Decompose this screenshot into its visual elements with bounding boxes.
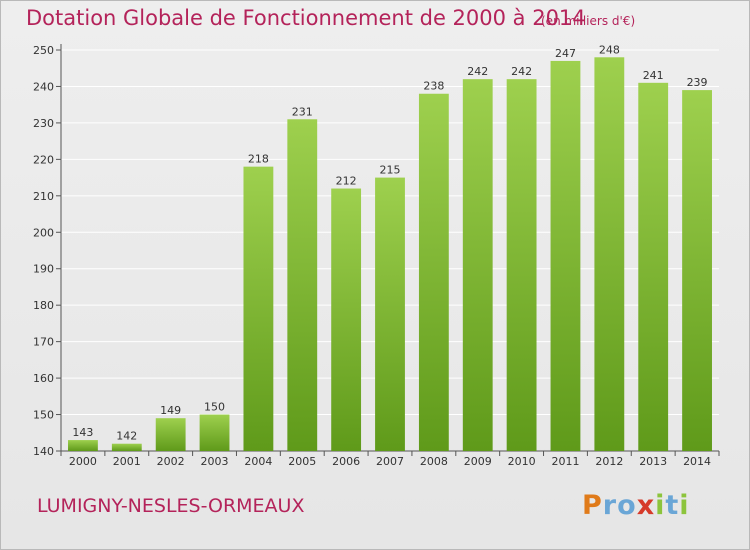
bar: [331, 188, 362, 451]
bar: [638, 82, 669, 452]
x-tick-label: 2005: [288, 455, 316, 468]
data-label: 239: [687, 76, 708, 89]
data-label: 212: [336, 175, 357, 188]
x-tick-label: 2000: [69, 455, 97, 468]
x-tick-label: 2009: [464, 455, 492, 468]
bar: [550, 60, 581, 451]
logo-letter: r: [602, 490, 618, 521]
data-label: 242: [467, 65, 488, 78]
chart-title: Dotation Globale de Fonctionnement de 20…: [26, 6, 586, 30]
x-tick-label: 2002: [157, 455, 185, 468]
y-tick-label: 200: [33, 226, 54, 239]
bars: [68, 57, 712, 452]
y-tick-label: 160: [33, 372, 54, 385]
logo-letter: o: [617, 490, 637, 521]
bar: [682, 90, 712, 451]
bar: [155, 418, 186, 451]
logo-letter: i: [655, 490, 666, 521]
bar: [199, 414, 230, 451]
x-tick-label: 2001: [113, 455, 141, 468]
data-label: 150: [204, 401, 225, 414]
data-label: 149: [160, 404, 181, 417]
data-label: 241: [643, 69, 664, 82]
y-tick-label: 220: [33, 153, 54, 166]
x-tick-label: 2010: [508, 455, 536, 468]
bar: [418, 93, 449, 451]
x-tick-label: 2003: [201, 455, 229, 468]
x-tick-label: 2007: [376, 455, 404, 468]
y-tick-label: 140: [33, 445, 54, 458]
bar: [462, 79, 493, 451]
y-tick-label: 180: [33, 299, 54, 312]
y-tick-label: 250: [33, 44, 54, 57]
x-tick-label: 2014: [683, 455, 711, 468]
bar: [287, 119, 318, 451]
data-label: 142: [116, 430, 137, 443]
logo-letter: P: [582, 490, 603, 521]
logo-letter: i: [679, 490, 690, 521]
labels: 140 150 160 170 180 190 200 210 220 230 240 250 143 2…: [33, 43, 711, 468]
data-label: 248: [599, 43, 620, 56]
x-tick-label: 2013: [639, 455, 667, 468]
data-label: 242: [511, 65, 532, 78]
y-tick-label: 240: [33, 80, 54, 93]
data-label: 231: [292, 105, 313, 118]
bar: [506, 79, 537, 451]
logo-letter: t: [665, 490, 680, 521]
y-tick-label: 190: [33, 263, 54, 276]
data-label: 143: [72, 426, 93, 439]
y-tick-label: 170: [33, 336, 54, 349]
bar: [243, 166, 274, 451]
x-tick-label: 2012: [595, 455, 623, 468]
y-tick-label: 150: [33, 409, 54, 422]
data-label: 215: [380, 164, 401, 177]
x-tick-label: 2004: [244, 455, 272, 468]
bar: [375, 177, 405, 451]
logo-letter: x: [636, 490, 656, 521]
commune-name: LUMIGNY-NESLES-ORMEAUX: [37, 495, 305, 517]
bar: [594, 57, 625, 452]
data-label: 218: [248, 153, 269, 166]
x-tick-label: 2008: [420, 455, 448, 468]
x-tick-label: 2011: [551, 455, 579, 468]
y-tick-label: 230: [33, 117, 54, 130]
data-label: 238: [423, 80, 444, 93]
proxiti-logo[interactable]: Proxiti: [582, 490, 690, 521]
x-tick-label: 2006: [332, 455, 360, 468]
bar: [68, 440, 98, 451]
y-tick-label: 210: [33, 190, 54, 203]
unit-note: (en milliers d'€): [541, 14, 636, 28]
data-label: 247: [555, 47, 576, 60]
bar: [111, 443, 142, 451]
